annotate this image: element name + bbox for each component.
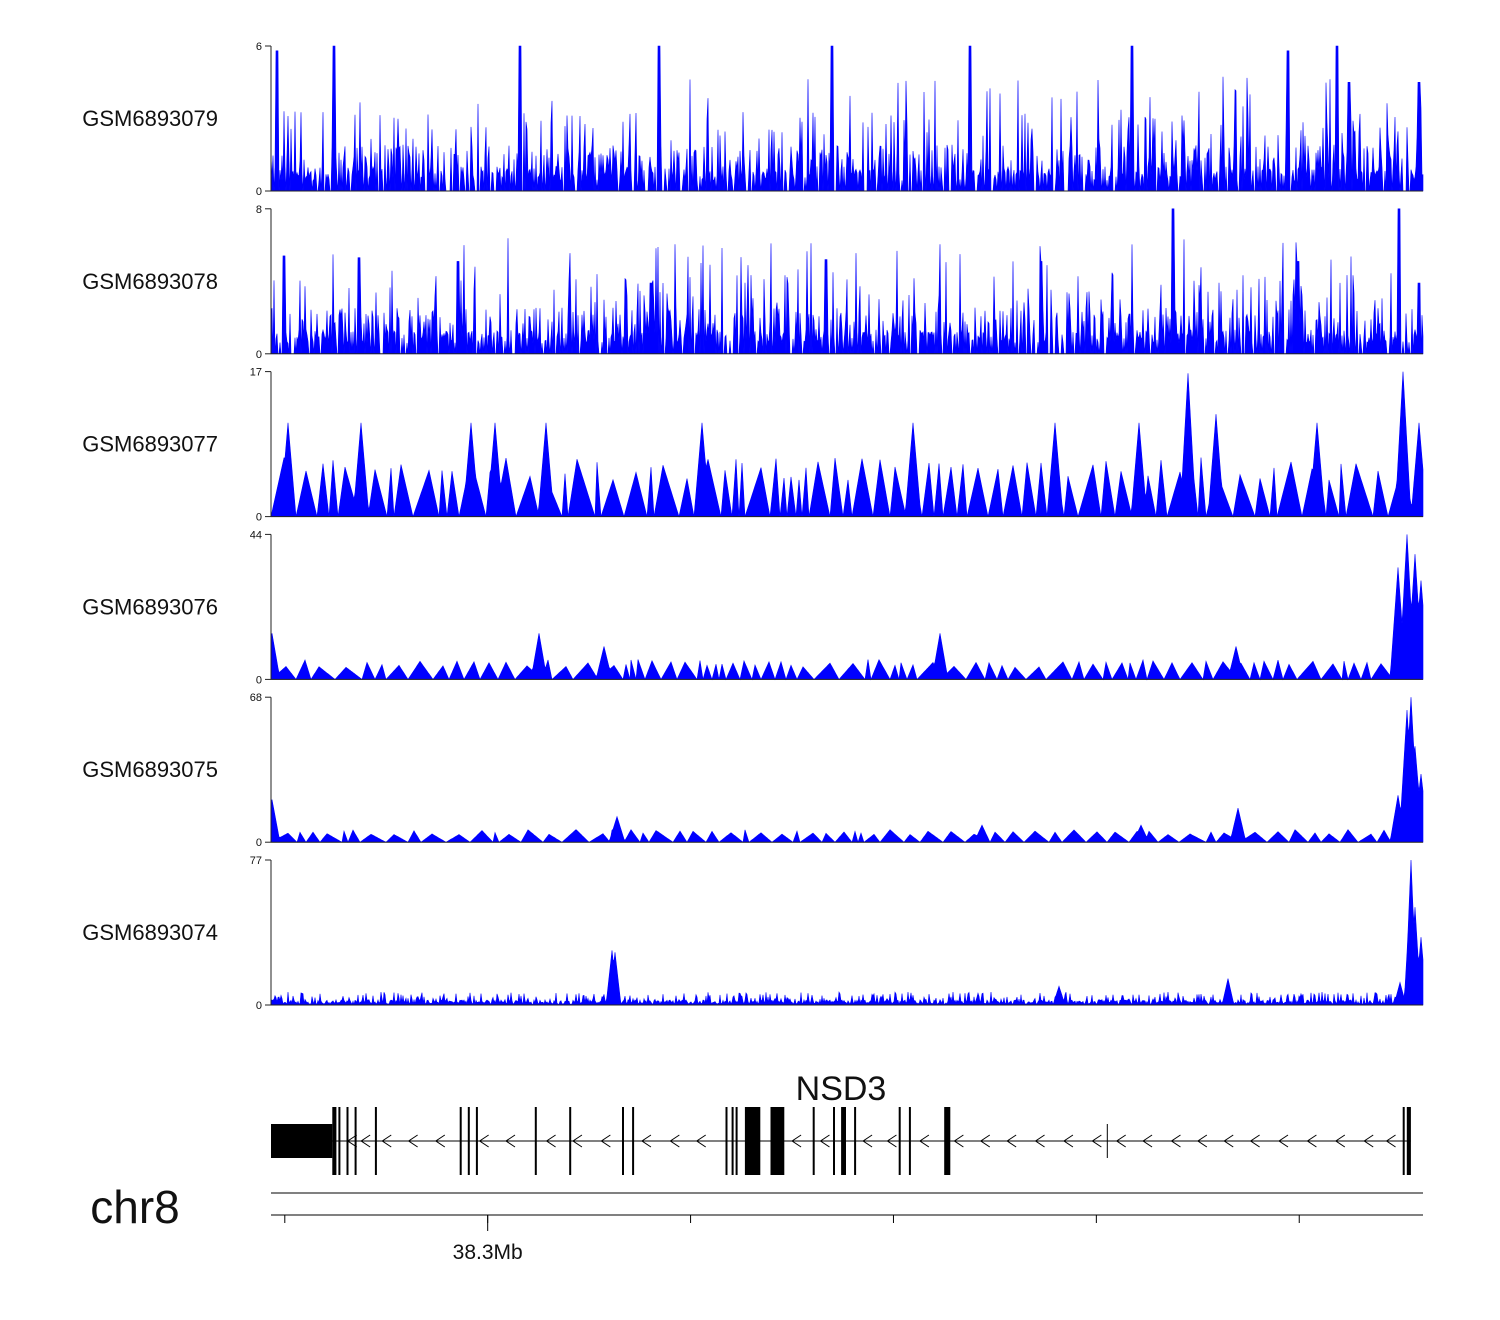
strand-arrow	[1334, 1134, 1346, 1148]
strand-arrow	[791, 1134, 802, 1148]
exon	[534, 1107, 537, 1175]
coverage-area	[270, 371, 1424, 518]
track-label: GSM6893075	[82, 757, 218, 782]
strand-arrow	[1115, 1134, 1126, 1148]
track-label: GSM6893074	[82, 920, 218, 945]
strand-arrow	[979, 1134, 991, 1148]
y-max-label: 68	[250, 692, 262, 704]
exon	[332, 1107, 337, 1175]
strand-arrow	[1363, 1134, 1374, 1148]
exon	[854, 1107, 857, 1175]
exon	[735, 1107, 738, 1175]
track-GSM6893076: 44 0 GSM6893076	[82, 529, 1424, 686]
coverage-area	[270, 534, 1424, 681]
strand-arrow	[641, 1134, 652, 1148]
track-GSM6893077: 17 0 GSM6893077	[82, 367, 1424, 524]
exon	[1406, 1107, 1411, 1175]
track-GSM6893079: 6 0 GSM6893079	[82, 41, 1424, 198]
exon	[271, 1124, 333, 1158]
strand-arrow	[1034, 1134, 1045, 1148]
exon	[467, 1107, 470, 1175]
exon	[569, 1107, 572, 1175]
strand-arrow	[918, 1134, 930, 1148]
strand-arrow	[886, 1134, 897, 1148]
strand-arrow	[505, 1134, 516, 1148]
exon	[632, 1107, 635, 1175]
gene-track: NSD3	[271, 1070, 1411, 1175]
y-min-label: 0	[256, 349, 262, 361]
strand-arrow	[434, 1134, 446, 1148]
strand-arrow	[669, 1134, 680, 1148]
exon	[812, 1107, 815, 1175]
strand-arrow	[695, 1134, 706, 1148]
track-label: GSM6893077	[82, 432, 218, 457]
strand-arrow	[1249, 1134, 1260, 1148]
y-min-label: 0	[256, 674, 262, 686]
coverage-area	[270, 697, 1424, 844]
exon	[944, 1107, 951, 1175]
strand-arrow	[1306, 1134, 1317, 1148]
exon	[841, 1107, 846, 1175]
y-min-label: 0	[256, 837, 262, 849]
y-min-label: 0	[256, 1000, 262, 1012]
y-max-label: 17	[250, 367, 262, 379]
track-label: GSM6893078	[82, 269, 218, 294]
exon	[833, 1107, 835, 1175]
coverage-area	[270, 859, 1424, 1006]
y-max-label: 6	[256, 41, 262, 53]
track-label: GSM6893079	[82, 106, 218, 131]
exon	[374, 1107, 377, 1175]
axis-tick-label: 38.3Mb	[453, 1241, 523, 1264]
strand-arrow	[953, 1134, 964, 1148]
strand-arrow	[1170, 1134, 1181, 1148]
exon	[1402, 1107, 1405, 1175]
track-GSM6893078: 8 0 GSM6893078	[82, 204, 1424, 361]
exon	[744, 1107, 761, 1175]
strand-arrow	[1063, 1134, 1074, 1148]
exon	[475, 1107, 478, 1175]
strand-arrow	[478, 1134, 489, 1148]
track-GSM6893074: 77 0 GSM6893074	[82, 855, 1424, 1012]
exon	[725, 1107, 728, 1175]
exon	[731, 1107, 734, 1175]
exon	[459, 1107, 462, 1175]
track-GSM6893075: 68 0 GSM6893075	[82, 692, 1424, 849]
coverage-area	[270, 208, 1424, 355]
track-label: GSM6893076	[82, 594, 218, 619]
strand-arrow	[600, 1134, 611, 1148]
coverage-tracks: 6 0 GSM6893079 8 0 GSM6893078 17 0 GSM6893077 44 0…	[82, 41, 1424, 1012]
strand-arrow	[1091, 1134, 1102, 1148]
strand-arrow	[572, 1134, 583, 1148]
strand-arrow	[1142, 1134, 1153, 1148]
strand-arrow	[819, 1134, 830, 1148]
strand-arrow	[407, 1134, 418, 1148]
exon	[622, 1107, 624, 1175]
strand-arrow	[381, 1134, 392, 1148]
y-min-label: 0	[256, 186, 262, 198]
y-max-label: 44	[250, 529, 262, 541]
strand-arrow	[1223, 1134, 1234, 1148]
exon	[770, 1107, 785, 1175]
exon	[338, 1107, 341, 1175]
gene-name-label: NSD3	[796, 1070, 887, 1108]
exon	[354, 1107, 357, 1175]
exon	[908, 1107, 911, 1175]
y-min-label: 0	[256, 512, 262, 524]
strand-arrow	[1006, 1134, 1017, 1148]
coverage-area	[270, 45, 1424, 192]
strand-arrow	[360, 1134, 371, 1148]
y-max-label: 77	[250, 855, 262, 867]
chromosome-label: chr8	[90, 1181, 179, 1233]
strand-arrow	[545, 1134, 556, 1148]
strand-arrow	[1278, 1134, 1289, 1148]
strand-arrow	[1385, 1134, 1396, 1148]
y-max-label: 8	[256, 204, 262, 216]
exon	[898, 1107, 901, 1175]
exon	[346, 1107, 349, 1175]
strand-arrow	[1196, 1134, 1208, 1148]
strand-arrow	[862, 1134, 873, 1148]
chromosome-axis: chr8 38.3Mb	[90, 1181, 1423, 1264]
